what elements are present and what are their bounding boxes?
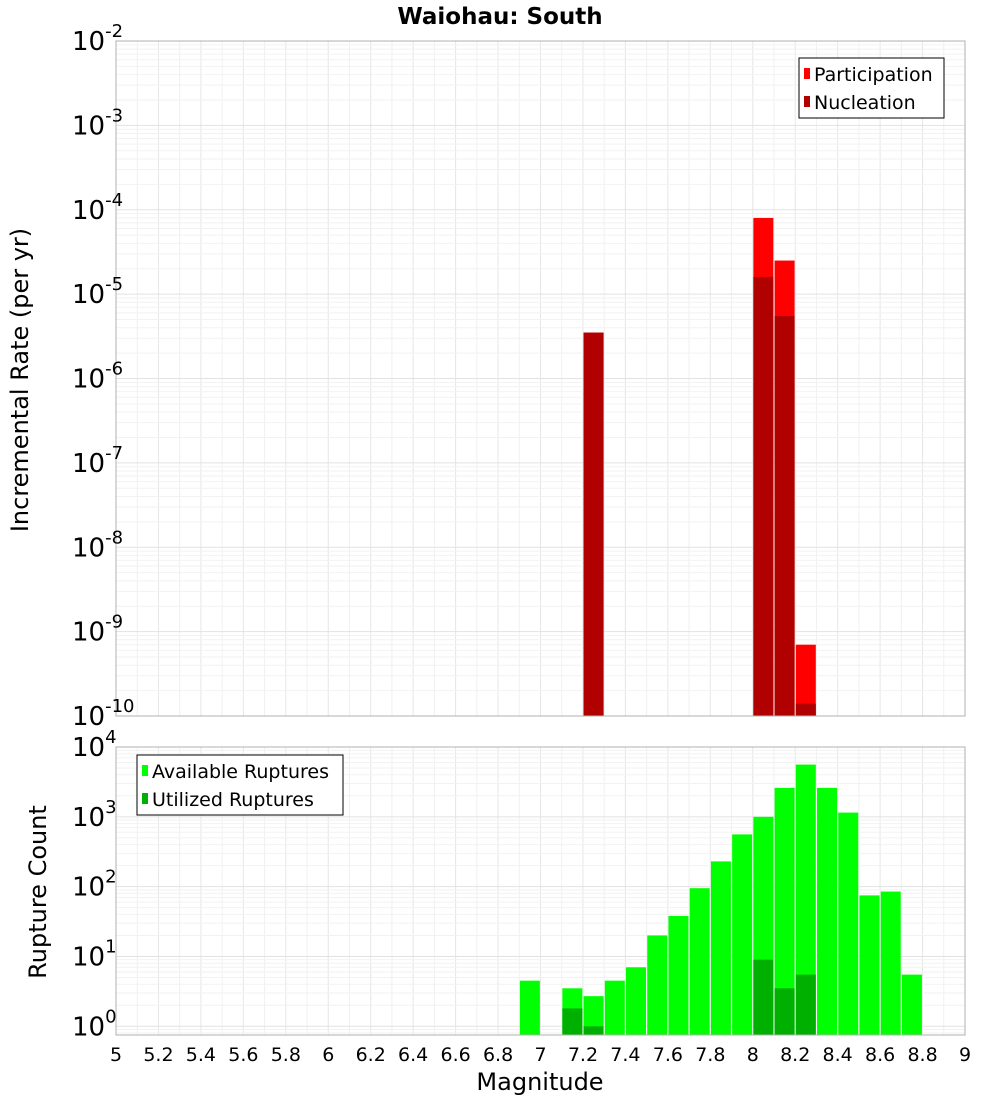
- bar: [626, 967, 647, 1035]
- bar: [519, 980, 540, 1035]
- top-y-axis-label: Incremental Rate (per yr): [6, 228, 34, 532]
- bar: [795, 764, 816, 1035]
- bar: [689, 888, 710, 1035]
- bottom-plot-frame: [115, 746, 966, 1036]
- y-tick-label: 10-3: [72, 105, 123, 141]
- y-tick-label: 103: [72, 797, 117, 833]
- rupture-count-panel: 100 101 102 103 104 5 5.2 5.4 5.6 5.8 6 6.2 6.4 6.6 6…: [24, 727, 971, 1096]
- y-tick-label: 100: [72, 1006, 117, 1042]
- bar: [562, 1008, 583, 1035]
- x-tick-label: 6.2: [356, 1044, 386, 1066]
- bottom-bars: [519, 764, 922, 1035]
- top-legend: Participation Nucleation: [798, 57, 945, 119]
- bar: [647, 935, 668, 1035]
- top-y-ticks: 10-10 10-9 10-8 10-7 10-6 10-5 10-4 10-3 10-2: [72, 21, 135, 732]
- x-tick-label: 5.4: [186, 1044, 216, 1066]
- x-tick-label: 8.2: [780, 1044, 810, 1066]
- bottom-legend: Available Ruptures Utilized Ruptures: [136, 754, 344, 816]
- x-tick-label: 8.8: [907, 1044, 937, 1066]
- y-tick-label: 10-9: [72, 612, 123, 648]
- bar: [668, 915, 689, 1035]
- x-tick-label: 6: [322, 1044, 334, 1066]
- legend-label: Participation: [814, 64, 933, 86]
- bar: [583, 1026, 604, 1035]
- legend-label: Nucleation: [814, 92, 916, 114]
- x-tick-label: 7.8: [695, 1044, 725, 1066]
- legend-swatch: [142, 765, 148, 776]
- legend-box: [136, 754, 344, 816]
- legend-swatch: [142, 793, 148, 804]
- bar: [838, 812, 859, 1035]
- x-tick-label: 9: [959, 1044, 971, 1066]
- bar: [859, 895, 880, 1035]
- top-grid: [115, 40, 966, 717]
- x-tick-label: 5.6: [228, 1044, 258, 1066]
- bar: [795, 974, 816, 1035]
- bar: [817, 787, 838, 1035]
- x-tick-label: 7.6: [653, 1044, 683, 1066]
- top-bars: [583, 217, 816, 716]
- y-tick-label: 10-6: [72, 359, 123, 395]
- bar: [732, 834, 753, 1035]
- x-tick-label: 5.2: [143, 1044, 173, 1066]
- legend-box: [798, 57, 945, 119]
- x-tick-label: 7.2: [568, 1044, 598, 1066]
- y-tick-label: 10-2: [72, 21, 123, 57]
- y-tick-label: 10-4: [72, 190, 123, 226]
- y-tick-label: 10-8: [72, 527, 123, 563]
- x-tick-label: 5.8: [271, 1044, 301, 1066]
- x-tick-label: 7.4: [610, 1044, 640, 1066]
- legend-label: Utilized Ruptures: [152, 789, 314, 811]
- bar: [753, 959, 774, 1035]
- y-tick-label: 102: [72, 867, 117, 903]
- x-tick-label: 7: [534, 1044, 546, 1066]
- y-tick-label: 104: [72, 727, 117, 763]
- bar: [753, 276, 774, 716]
- y-tick-label: 10-7: [72, 443, 123, 479]
- x-tick-label: 6.4: [398, 1044, 428, 1066]
- incremental-rate-panel: 10-10 10-9 10-8 10-7 10-6 10-5 10-4 10-3 10-2 In…: [6, 21, 966, 732]
- bar: [901, 974, 922, 1035]
- bar: [880, 891, 901, 1035]
- legend-swatch: [804, 68, 810, 79]
- legend-label: Available Ruptures: [152, 761, 329, 783]
- bar: [774, 787, 795, 1035]
- y-tick-label: 10-10: [72, 696, 135, 732]
- y-tick-label: 10-5: [72, 274, 123, 310]
- x-tick-label: 8: [747, 1044, 759, 1066]
- x-tick-label: 6.6: [440, 1044, 470, 1066]
- top-plot-frame: [115, 40, 966, 717]
- x-tick-label: 8.4: [823, 1044, 853, 1066]
- x-tick-label: 5: [110, 1044, 122, 1066]
- legend-swatch: [804, 96, 810, 107]
- bar: [710, 861, 731, 1035]
- bar: [774, 316, 795, 716]
- bar: [583, 332, 604, 716]
- x-tick-label: 8.6: [865, 1044, 895, 1066]
- x-ticks: 5 5.2 5.4 5.6 5.8 6 6.2 6.4 6.6 6.8 7 7.2 7.4 7.6 7.8 8…: [110, 1044, 971, 1066]
- bottom-y-axis-label: Rupture Count: [24, 805, 52, 979]
- bar: [795, 644, 816, 716]
- chart-title: Waiohau: South: [397, 4, 602, 30]
- bar: [604, 980, 625, 1035]
- x-axis-label: Magnitude: [476, 1068, 603, 1096]
- bar: [795, 703, 816, 716]
- bar: [774, 988, 795, 1035]
- y-tick-label: 101: [72, 936, 117, 972]
- bottom-y-ticks: 100 101 102 103 104: [72, 727, 117, 1042]
- bar: [583, 996, 604, 1035]
- x-tick-label: 6.8: [483, 1044, 513, 1066]
